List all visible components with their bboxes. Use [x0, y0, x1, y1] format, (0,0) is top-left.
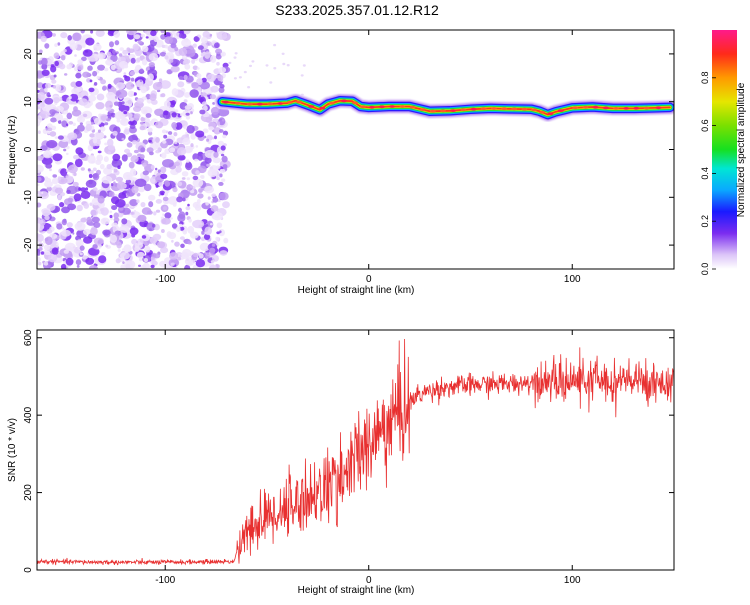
figure-title: S233.2025.357.01.12.R12 [275, 2, 439, 18]
colorbar-gradient [712, 30, 737, 269]
spectrogram-x-tick-label: 0 [366, 274, 372, 285]
snr-y-tick-label: 600 [23, 329, 34, 346]
spectrogram-y-tick-label: 20 [23, 48, 34, 60]
frequency-ridge [214, 93, 674, 123]
snr-y-tick-label: 0 [23, 567, 34, 573]
spectrogram-y-tick-label: 0 [23, 146, 34, 152]
colorbar-ticks: 0.0 0.2 0.4 0.6 0.8 [700, 72, 716, 276]
snr-y-axis-label: SNR (10 * v/v) [7, 418, 18, 482]
colorbar-tick-label: 0.8 [700, 72, 710, 85]
colorbar-label: Normalized spectral amplitude [736, 82, 747, 217]
colorbar: 0.0 0.2 0.4 0.6 0.8 Normalized spectral ampl… [700, 30, 747, 275]
spectrogram-y-axis-label: Frequency (Hz) [7, 116, 18, 185]
spectrogram-x-tick-label: -100 [155, 274, 175, 285]
snr-panel: -100 0 100 0 200 400 600 Height of straight li… [7, 329, 675, 596]
colorbar-tick-label: 0.2 [700, 215, 710, 228]
spectrogram-y-tick-label: 10 [23, 96, 34, 108]
noise-region [37, 30, 306, 269]
snr-x-tick-label: -100 [155, 575, 175, 586]
spectrogram-y-tick-label: -20 [23, 237, 34, 252]
spectrogram-x-axis-label: Height of straight line (km) [298, 285, 415, 296]
snr-y-tick-label: 400 [23, 406, 34, 423]
colorbar-tick-label: 0.0 [700, 263, 710, 276]
snr-x-axis-label: Height of straight line (km) [298, 585, 415, 596]
spectrogram-x-tick-label: 100 [564, 274, 581, 285]
snr-x-tick-label: 100 [564, 575, 581, 586]
snr-series-line [37, 338, 674, 566]
colorbar-tick-label: 0.4 [700, 167, 710, 180]
snr-y-tick-label: 200 [23, 484, 34, 501]
snr-ticks: -100 0 100 0 200 400 600 [23, 329, 674, 586]
snr-frame [36, 329, 675, 571]
spectrogram-y-tick-label: -10 [23, 190, 34, 205]
snr-x-tick-label: 0 [366, 575, 372, 586]
colorbar-tick-label: 0.6 [700, 119, 710, 132]
